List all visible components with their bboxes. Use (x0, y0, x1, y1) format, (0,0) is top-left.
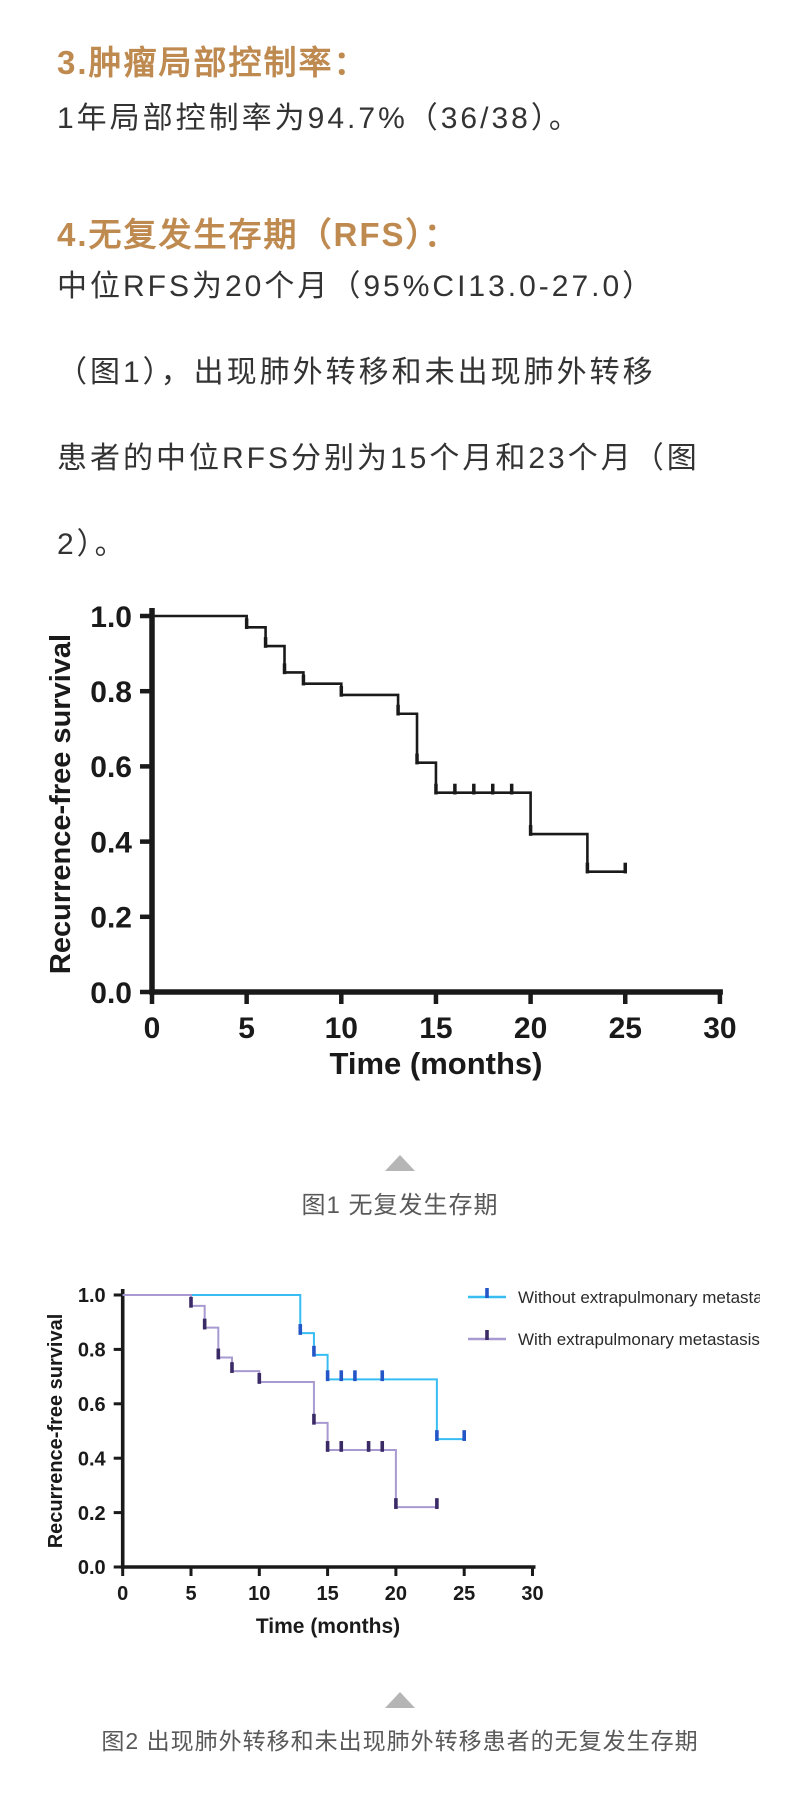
section-text-rfs: 中位RFS为20个月（95%CI13.0-27.0） （图1），出现肺外转移和未… (57, 270, 700, 561)
y-tick-label: 0.6 (78, 1394, 106, 1416)
figure-1-km-chart-overall: 0 5 10 15 20 25 30 0.0 0.2 0.4 0.6 0.8 1.0 Time (mont… (40, 560, 760, 1090)
x-tick-label: 15 (419, 1012, 452, 1045)
x-tick-label: 5 (185, 1583, 196, 1605)
x-tick-label: 10 (325, 1012, 358, 1045)
x-axis-label: Time (months) (256, 1615, 400, 1638)
collapse-triangle-icon (385, 1692, 415, 1708)
km-curve-0 (152, 614, 626, 873)
y-tick-label: 0.8 (90, 676, 132, 709)
x-tick-label: 0 (144, 1012, 161, 1045)
y-tick-label: 0.4 (90, 826, 132, 859)
figure-2-note: 图2 出现肺外转移和未出现肺外转移患者的无复发生存期 (0, 1692, 800, 1756)
x-tick-label: 30 (521, 1583, 543, 1605)
y-axis-label: Recurrence-free survival (45, 1314, 67, 1549)
figure-2-caption: 图2 出现肺外转移和未出现肺外转移患者的无复发生存期 (101, 1728, 699, 1754)
km-chart-by-metastasis-svg: 0 5 10 15 20 25 30 0.0 0.2 0.4 0.6 0.8 1.0 Time (mont… (45, 1285, 784, 1638)
km-curve-0 (122, 1294, 465, 1441)
km-curve-1 (122, 1294, 437, 1509)
figure-2-km-chart-by-metastasis: 0 5 10 15 20 25 30 0.0 0.2 0.4 0.6 0.8 1.0 Time (mont… (40, 1245, 784, 1645)
x-tick-label: 5 (238, 1012, 255, 1045)
x-axis-label: Time (months) (330, 1046, 543, 1081)
y-tick-label: 1.0 (90, 601, 132, 634)
y-tick-label: 0.4 (78, 1448, 107, 1470)
section-heading-local-control: 3.肿瘤局部控制率： (57, 44, 369, 81)
km-chart-overall-svg: 0 5 10 15 20 25 30 0.0 0.2 0.4 0.6 0.8 1.0 Time (mont… (45, 601, 737, 1081)
y-tick-label: 0.0 (90, 977, 132, 1010)
figure-1-caption: 图1 无复发生存期 (301, 1192, 499, 1219)
y-tick-label: 1.0 (78, 1285, 106, 1307)
x-tick-label: 25 (453, 1583, 475, 1605)
collapse-triangle-icon (385, 1155, 415, 1171)
y-tick-label: 0.6 (90, 751, 132, 784)
y-axis-label: Recurrence-free survival (45, 634, 77, 974)
x-tick-label: 20 (514, 1012, 547, 1045)
legend-item-label-1: With extrapulmonary metastasis (518, 1330, 760, 1349)
y-tick-label: 0.8 (78, 1340, 106, 1362)
legend-item-label-0: Without extrapulmonary metastasis (518, 1288, 760, 1307)
x-tick-label: 25 (609, 1012, 642, 1045)
x-tick-label: 20 (385, 1583, 407, 1605)
figure-1-note: 图1 无复发生存期 (0, 1155, 800, 1220)
section-text-local-control: 1年局部控制率为94.7%（36/38）。 (57, 102, 582, 135)
y-tick-label: 0.2 (90, 902, 132, 935)
x-tick-label: 15 (316, 1583, 338, 1605)
x-tick-label: 0 (117, 1583, 128, 1605)
section-heading-rfs: 4.无复发生存期（RFS）： (57, 216, 460, 253)
y-tick-label: 0.0 (78, 1557, 106, 1579)
x-tick-label: 10 (248, 1583, 270, 1605)
y-tick-label: 0.2 (78, 1503, 106, 1525)
x-tick-label: 30 (703, 1012, 736, 1045)
